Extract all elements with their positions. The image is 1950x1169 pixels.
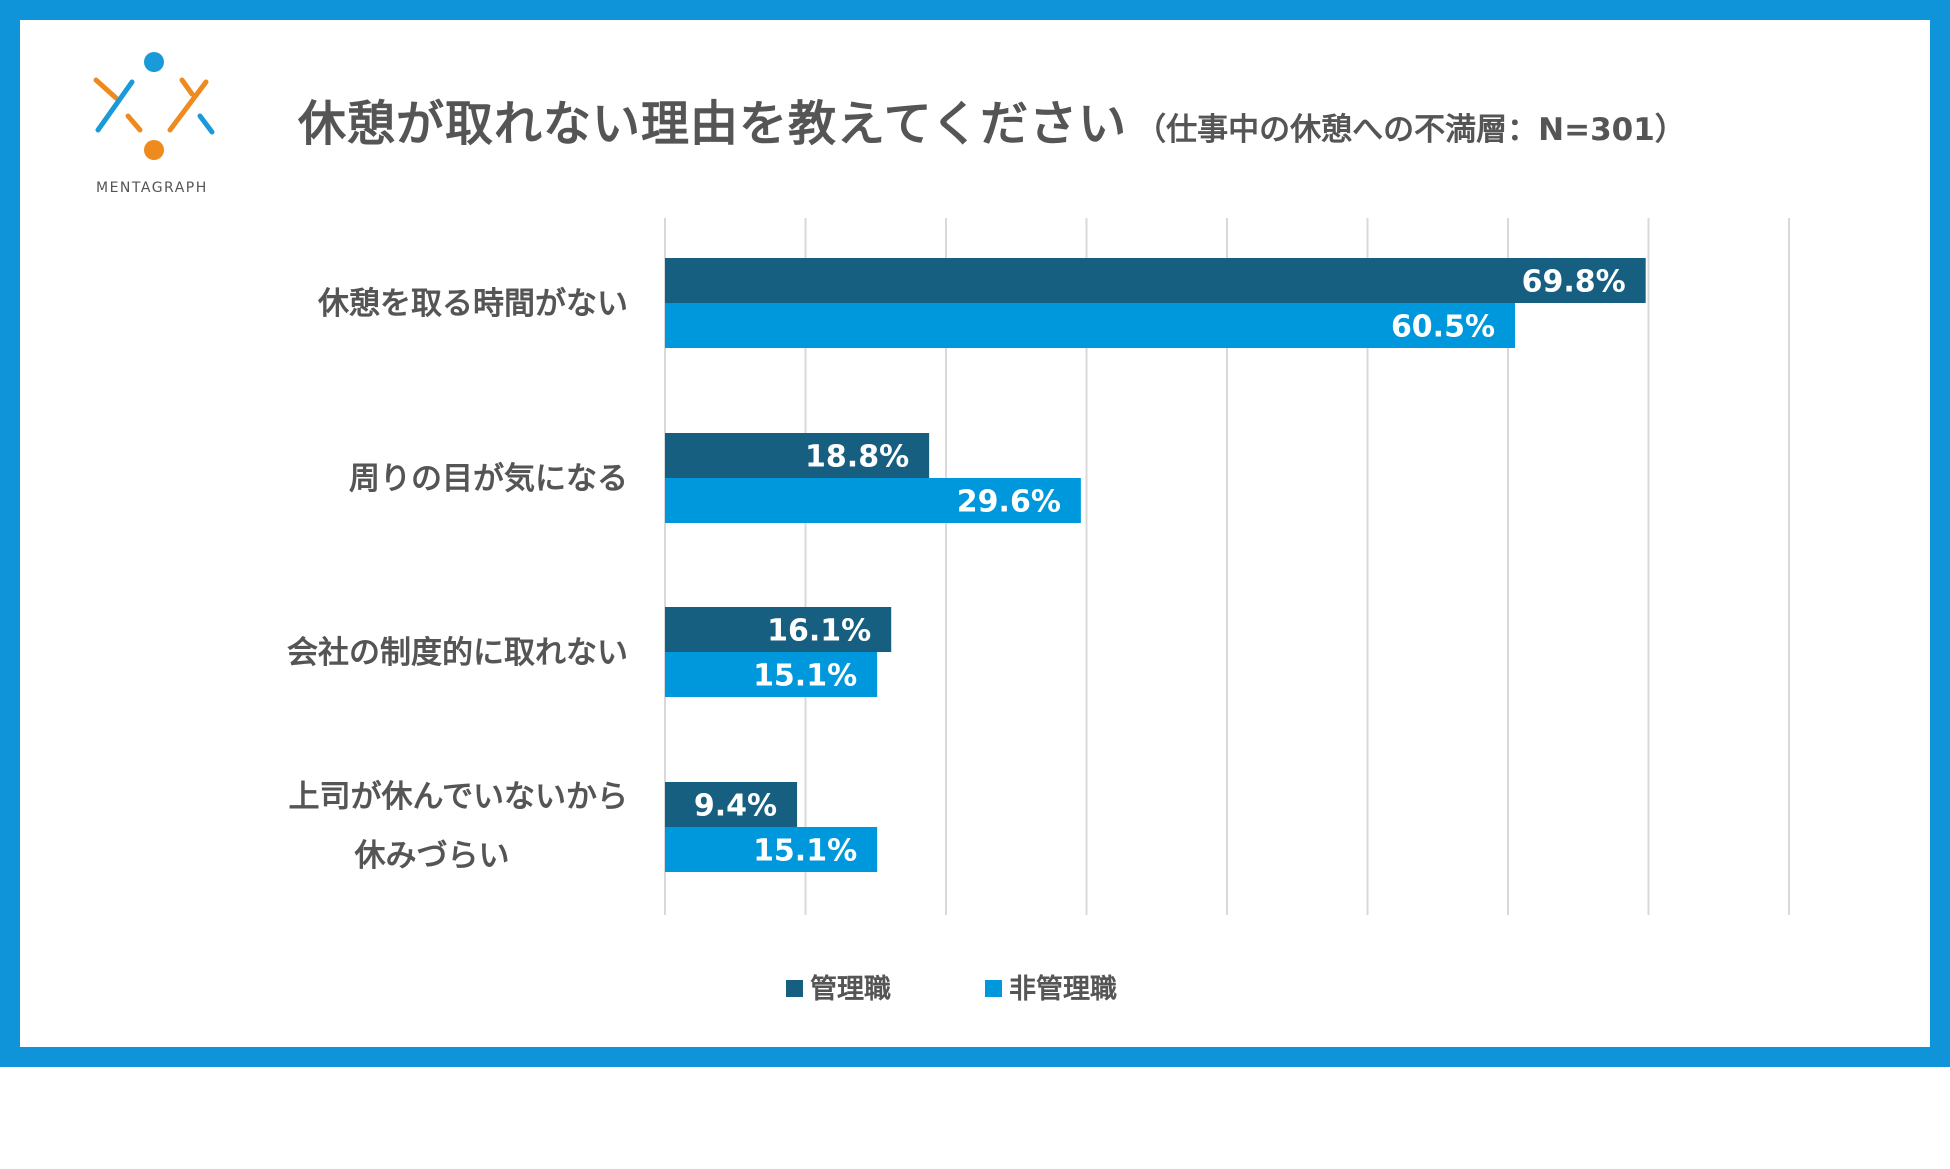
logo-wordmark: MENTAGRAPH	[96, 180, 208, 196]
bar-non-manager	[665, 652, 878, 697]
bar-non-manager	[665, 827, 878, 872]
bar-data-label: 18.8%	[805, 440, 909, 475]
category-label: 休憩を取る時間がない	[317, 286, 628, 322]
bar-data-label: 69.8%	[1522, 265, 1626, 300]
legend-swatch	[985, 980, 1002, 997]
chart-title: 休憩が取れない理由を教えてください	[298, 96, 1128, 152]
logo-stroke	[125, 113, 143, 133]
category-labels: 休憩を取る時間がない周りの目が気になる会社の制度的に取れない上司が休んでいないか…	[287, 286, 628, 874]
category-label: 会社の制度的に取れない	[287, 635, 628, 671]
logo-stroke	[167, 79, 209, 133]
logo-stroke	[197, 113, 215, 135]
logo-stroke	[95, 79, 135, 133]
legend-swatch	[786, 980, 803, 997]
logo-bottom-dot	[144, 140, 164, 160]
bar-data-label: 15.1%	[753, 834, 857, 869]
chart-title-block: 休憩が取れない理由を教えてください （仕事中の休憩への不満層：N=301）	[298, 84, 1686, 154]
bar-data-label: 9.4%	[694, 789, 777, 824]
bar-data-label: 29.6%	[957, 485, 1061, 520]
bar-manager	[665, 433, 930, 478]
legend-item-manager: 管理職	[786, 974, 891, 1005]
category-label-line2: 休みづらい	[354, 838, 510, 874]
bar-data-label: 16.1%	[767, 614, 871, 649]
bar-manager	[665, 607, 892, 652]
legend: 管理職 非管理職	[786, 974, 1117, 1005]
bar-manager	[665, 782, 798, 827]
mentagraph-logo	[93, 52, 215, 160]
bars: 69.8% 60.5% 18.8% 29.6% 16.1% 15.1% 9.4% 15.1%	[665, 258, 1646, 872]
logo-top-dot	[144, 52, 164, 72]
legend-item-non-manager: 非管理職	[985, 974, 1117, 1005]
logo-stroke	[179, 77, 195, 97]
bar-non-manager	[665, 303, 1516, 348]
category-label: 上司が休んでいないから	[289, 779, 628, 815]
logo-stroke	[93, 77, 119, 101]
bar-data-label: 60.5%	[1391, 310, 1495, 345]
bar-non-manager	[665, 478, 1081, 523]
legend-label: 非管理職	[1009, 974, 1117, 1005]
bar-manager	[665, 258, 1646, 303]
category-label: 周りの目が気になる	[349, 461, 628, 497]
legend-label: 管理職	[810, 974, 891, 1005]
chart-frame	[0, 0, 1950, 1067]
bar-data-label: 15.1%	[753, 659, 857, 694]
chart-subtitle: （仕事中の休憩への不満層：N=301）	[1135, 112, 1686, 148]
